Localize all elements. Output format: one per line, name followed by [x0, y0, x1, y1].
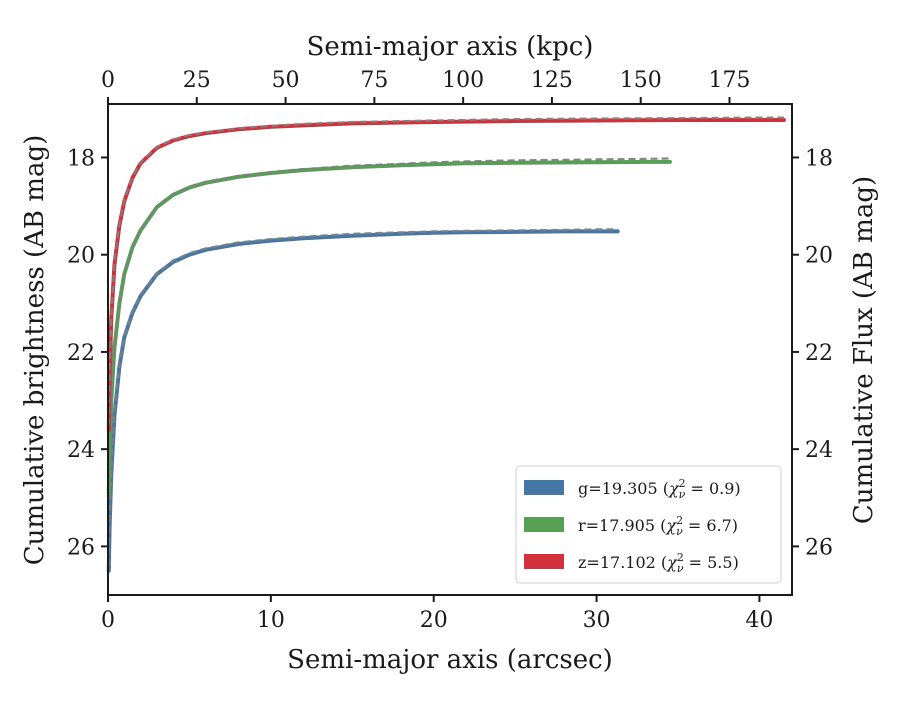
top-x-tick-label: 25 — [183, 68, 211, 93]
top-x-axis-title: Semi-major axis (kpc) — [307, 32, 594, 62]
series-line-z — [106, 118, 786, 432]
right-y-axis-title: Cumulative Flux (AB mag) — [849, 176, 879, 524]
model-line-r — [107, 157, 670, 489]
legend-label-z: z=17.102 (χ2 ν = 5.5) — [578, 551, 739, 575]
y-tick-label: 22 — [67, 341, 95, 366]
series-layer — [106, 116, 786, 573]
x-tick-label: 10 — [257, 608, 285, 633]
y-axis-title: Cumulative brightness (AB mag) — [20, 135, 50, 566]
legend-swatch-z — [524, 554, 564, 569]
top-x-tick-label: 175 — [708, 68, 750, 93]
top-x-tick-label: 125 — [531, 68, 573, 93]
legend-label-g: g=19.305 (χ2 ν = 0.9) — [578, 477, 741, 501]
x-tick-label: 30 — [583, 608, 611, 633]
y-tick-label: 26 — [67, 535, 95, 560]
legend: g=19.305 (χ2 ν = 0.9) r=17.905 (χ2 ν = 6.7… — [515, 465, 782, 584]
legend-label-r: r=17.905 (χ2 ν = 6.7) — [578, 514, 738, 538]
top-x-tick-label: 50 — [272, 68, 300, 93]
legend-swatch-g — [524, 480, 564, 495]
legend-frame — [515, 465, 782, 584]
legend-swatch-r — [524, 517, 564, 532]
plot-frame — [107, 103, 793, 596]
right-y-tick-label: 24 — [805, 438, 833, 463]
right-y-tick-label: 18 — [805, 146, 833, 171]
series-line-g — [106, 229, 620, 573]
y-tick-label: 18 — [67, 146, 95, 171]
x-tick-label: 20 — [420, 608, 448, 633]
axis-layer: 0 10 20 30 40 0 25 50 75 100 125 150 175 18 18 20 20 22 22… — [67, 68, 833, 633]
model-line-g — [107, 228, 618, 566]
top-x-tick-label: 100 — [442, 68, 484, 93]
right-y-tick-label: 22 — [805, 341, 833, 366]
x-axis-title: Semi-major axis (arcsec) — [287, 645, 613, 675]
y-tick-label: 24 — [67, 438, 95, 463]
right-y-tick-label: 26 — [805, 535, 833, 560]
top-x-tick-label: 75 — [360, 68, 388, 93]
y-tick-label: 20 — [67, 244, 95, 269]
x-tick-label: 40 — [745, 608, 773, 633]
model-line-z — [107, 116, 784, 425]
top-x-tick-label: 0 — [101, 68, 115, 93]
series-line-r — [106, 159, 672, 495]
right-y-tick-label: 20 — [805, 244, 833, 269]
top-x-tick-label: 150 — [620, 68, 662, 93]
x-tick-label: 0 — [101, 608, 115, 633]
